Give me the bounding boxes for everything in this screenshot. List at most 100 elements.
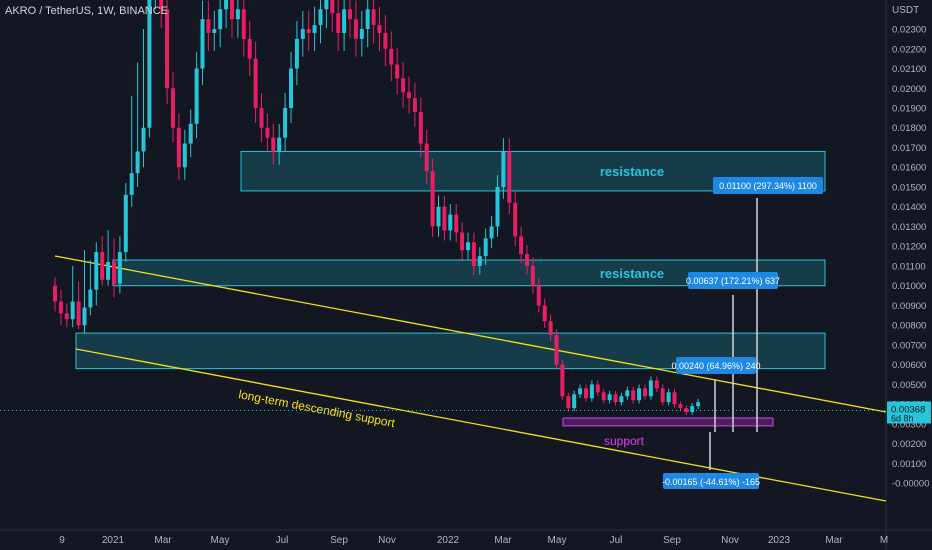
candle-body bbox=[525, 254, 529, 266]
current-price-countdown: 6d 8h bbox=[891, 413, 914, 423]
candle-body bbox=[123, 194, 128, 253]
candle-body bbox=[466, 242, 470, 251]
candle-body bbox=[625, 390, 630, 397]
candle-body bbox=[94, 252, 99, 290]
support-label: support bbox=[604, 434, 645, 448]
x-tick-label: Mar bbox=[494, 535, 512, 546]
candle-body bbox=[70, 301, 75, 320]
candle-body bbox=[336, 13, 341, 33]
candle-body bbox=[235, 9, 240, 20]
candle-body bbox=[572, 394, 577, 409]
candle-body bbox=[330, 0, 335, 14]
candle-body bbox=[247, 38, 252, 59]
y-tick-label: 0.01200 bbox=[892, 242, 926, 253]
measure-label-box bbox=[713, 177, 823, 194]
candle-body bbox=[660, 388, 665, 403]
y-tick-label: -0.00000 bbox=[892, 479, 930, 490]
candle-body bbox=[530, 265, 535, 286]
candle-body bbox=[194, 68, 199, 124]
measure-label: 0.01100 (297.34%) 1100 bbox=[719, 181, 817, 191]
measure-label-box bbox=[676, 357, 756, 374]
candle-body bbox=[560, 364, 565, 397]
resistance-label-upper: resistance bbox=[600, 164, 664, 179]
y-tick-label: 0.02200 bbox=[892, 44, 926, 55]
candle-body bbox=[483, 238, 488, 257]
current-price-value: 0.00368 bbox=[891, 404, 925, 415]
upper-descending-trendline bbox=[54, 255, 887, 413]
x-tick-label: Sep bbox=[663, 535, 681, 546]
y-tick-label: 0.01700 bbox=[892, 143, 926, 154]
candle-body bbox=[648, 380, 653, 397]
y-tick-label: 0.01900 bbox=[892, 104, 926, 115]
candle-body bbox=[159, 0, 164, 10]
candle-body bbox=[206, 19, 211, 33]
candle-body bbox=[135, 151, 140, 174]
y-tick-label: 0.00600 bbox=[892, 360, 926, 371]
y-tick-label: 0.01100 bbox=[892, 261, 926, 272]
measure-label-box bbox=[688, 272, 778, 289]
y-tick-label: 0.01500 bbox=[892, 182, 926, 193]
candle-body bbox=[377, 25, 382, 33]
candle-body bbox=[58, 301, 63, 314]
measure-label: -0.00165 (-44.61%) -165 bbox=[662, 477, 760, 487]
candle-body bbox=[666, 392, 671, 403]
candle-body bbox=[548, 321, 553, 336]
candle-body bbox=[259, 108, 264, 128]
candle-body bbox=[283, 108, 288, 138]
candle-body bbox=[407, 92, 411, 99]
x-tick-label: May bbox=[548, 535, 567, 546]
x-tick-label: Nov bbox=[721, 535, 739, 546]
candle-body bbox=[595, 384, 600, 393]
candle-body bbox=[176, 127, 181, 168]
candle-body bbox=[495, 186, 500, 227]
y-tick-label: 0.01300 bbox=[892, 222, 926, 233]
candle-body bbox=[672, 392, 677, 405]
candle-body bbox=[430, 171, 435, 227]
candle-body bbox=[436, 206, 441, 227]
measure-label: 0.00240 (64.96%) 240 bbox=[671, 361, 760, 371]
candle-body bbox=[365, 9, 370, 30]
candle-body bbox=[294, 38, 299, 69]
candle-body bbox=[584, 388, 588, 399]
candle-body bbox=[418, 111, 423, 144]
candle-body bbox=[513, 202, 518, 237]
candle-body bbox=[566, 396, 571, 409]
y-tick-label: 0.01400 bbox=[892, 202, 926, 213]
candle-body bbox=[542, 305, 547, 322]
candle-body bbox=[265, 127, 270, 138]
x-tick-label: M bbox=[880, 535, 888, 546]
x-tick-label: 2023 bbox=[768, 535, 791, 546]
candle-body bbox=[200, 19, 205, 69]
candle-body bbox=[601, 392, 606, 401]
candle-body bbox=[82, 307, 87, 326]
candle-body bbox=[88, 289, 93, 308]
y-tick-label: 0.00300 bbox=[892, 419, 926, 430]
candle-body bbox=[100, 252, 105, 280]
candle-body bbox=[696, 402, 701, 407]
candle-body bbox=[424, 143, 429, 172]
y-tick-label: 0.00100 bbox=[892, 459, 926, 470]
candle-body bbox=[64, 313, 69, 320]
candle-body bbox=[218, 9, 223, 30]
support-zone bbox=[562, 417, 774, 427]
candle-body bbox=[188, 123, 193, 144]
candle-body bbox=[76, 301, 81, 326]
candle-body bbox=[554, 335, 559, 365]
candle-body bbox=[454, 214, 459, 233]
candle-body bbox=[460, 232, 465, 251]
candle-body bbox=[324, 0, 329, 10]
candle-body bbox=[442, 206, 447, 231]
candle-body bbox=[224, 0, 229, 10]
candle-body bbox=[613, 394, 618, 403]
symbol-title: AKRO / TetherUS, 1W, BINANCE bbox=[5, 5, 169, 17]
candle-body bbox=[312, 25, 317, 33]
candle-body bbox=[253, 58, 258, 109]
candle-body bbox=[536, 285, 541, 306]
candle-body bbox=[277, 137, 282, 152]
candle-body bbox=[371, 9, 376, 26]
candle-body bbox=[477, 256, 482, 266]
candle-body bbox=[112, 262, 116, 284]
candle-body bbox=[117, 252, 122, 284]
candle-body bbox=[359, 29, 364, 39]
